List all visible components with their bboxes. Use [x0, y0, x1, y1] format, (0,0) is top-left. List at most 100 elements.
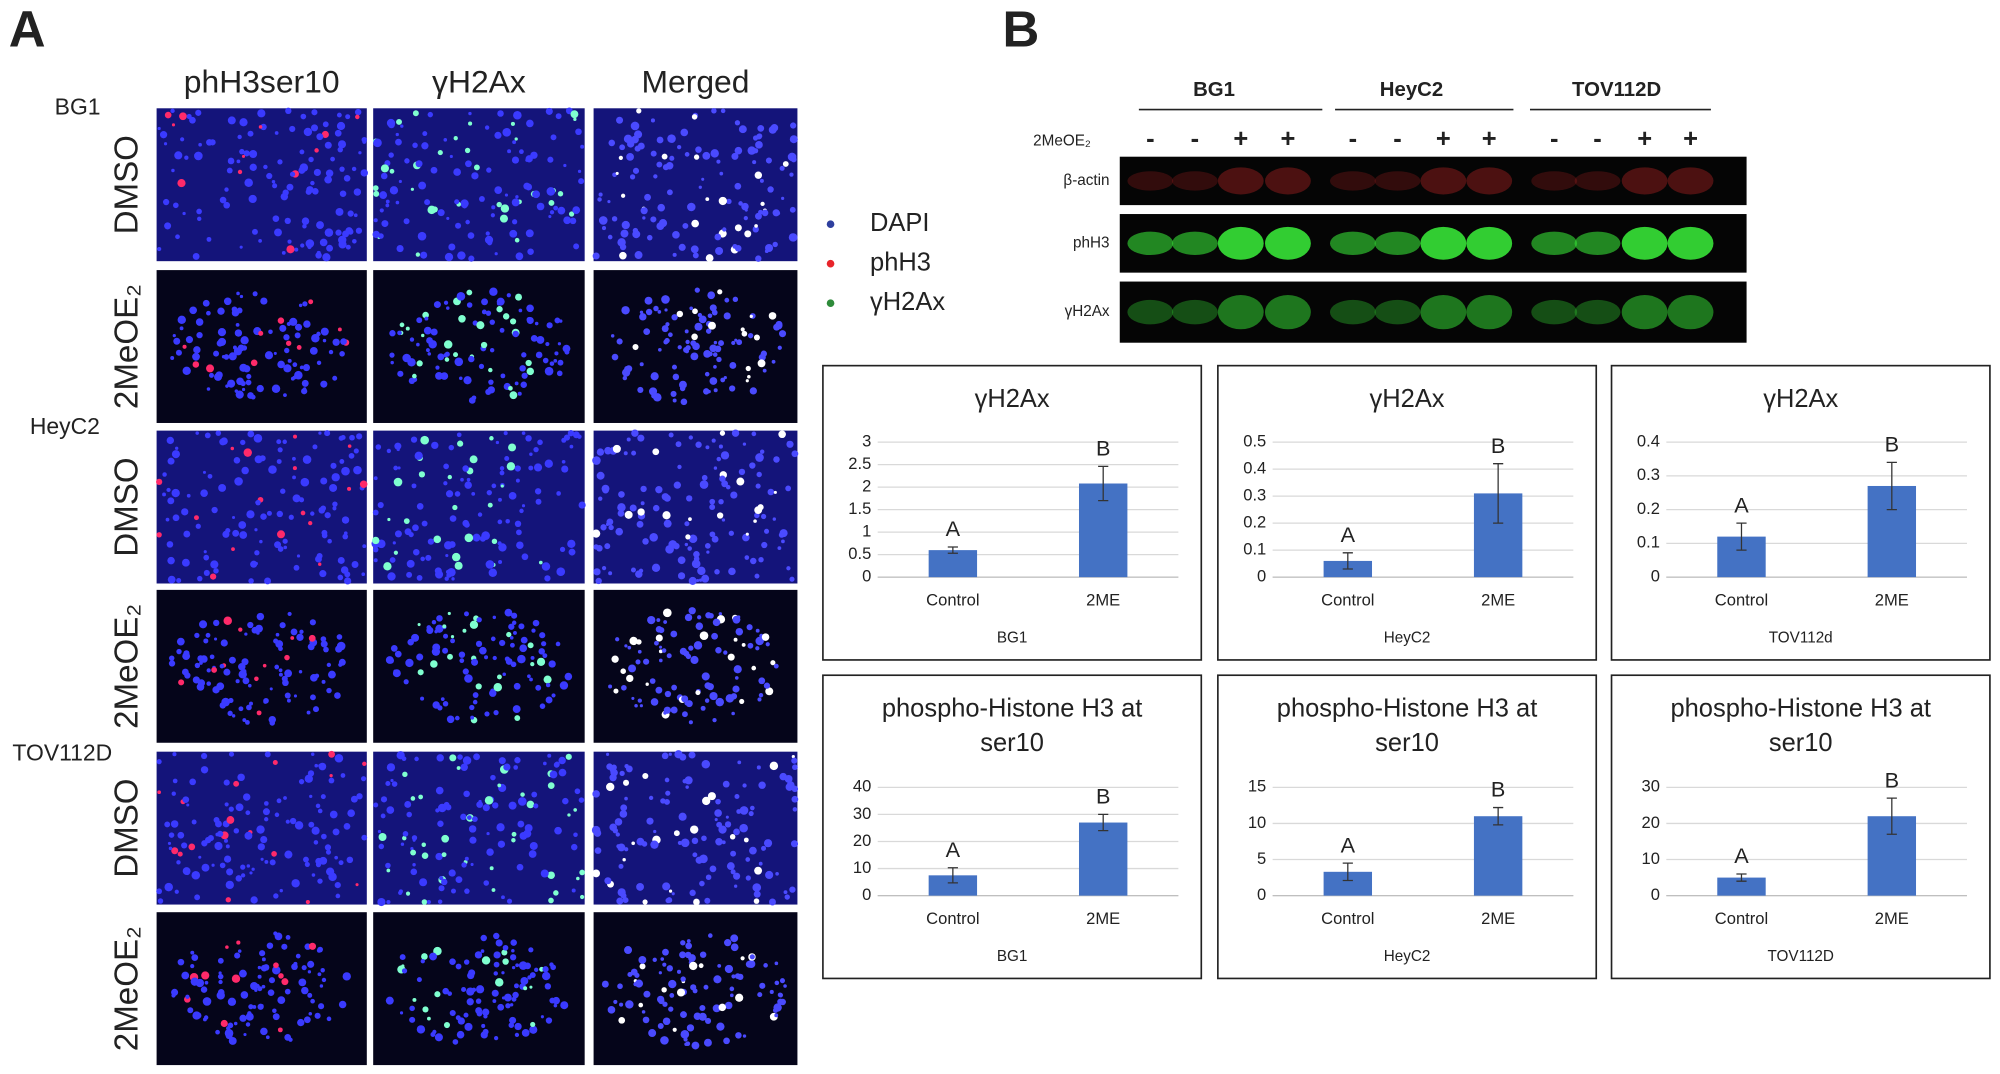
cell: [718, 1003, 727, 1012]
lane-sign: -: [1349, 125, 1357, 153]
cell: [263, 801, 269, 806]
cell: [734, 884, 738, 888]
cell: [243, 1032, 247, 1037]
band: [1329, 231, 1376, 256]
cell: [573, 832, 578, 838]
cell: [215, 1029, 220, 1035]
cell: [670, 706, 678, 714]
cell: [344, 571, 351, 578]
cell: [189, 116, 196, 124]
cell: [789, 576, 795, 582]
cell: [214, 372, 223, 381]
cell: [318, 506, 326, 514]
cell: [458, 651, 466, 658]
cell: [446, 715, 455, 724]
cell: [688, 645, 694, 651]
cell: [642, 538, 649, 545]
cell: [431, 441, 439, 450]
cell: [533, 463, 543, 472]
cell: [167, 457, 175, 465]
cell: [393, 550, 399, 555]
x-tick-label: Control: [926, 591, 979, 610]
cell: [302, 301, 308, 307]
cell: [734, 245, 742, 252]
x-tick-label: 2ME: [1086, 591, 1120, 610]
cell: [174, 889, 179, 894]
cell: [689, 961, 698, 971]
cell: [538, 560, 543, 565]
cell: [381, 220, 389, 228]
cell: [162, 472, 167, 477]
cell: [542, 966, 549, 973]
cell: [573, 243, 580, 250]
cell: [457, 754, 463, 760]
cell: [510, 939, 517, 946]
cell: [763, 963, 768, 968]
cell: [741, 202, 749, 211]
cell: [747, 959, 756, 969]
cell: [396, 118, 403, 125]
cell: [514, 137, 518, 141]
cell: [614, 818, 623, 826]
cell: [634, 145, 641, 152]
cell: [424, 316, 429, 321]
cell: [272, 183, 278, 189]
cell: [704, 897, 711, 904]
cell: [619, 810, 628, 818]
cell: [728, 567, 736, 576]
cell: [604, 543, 611, 550]
cell: [758, 556, 764, 563]
cell: [456, 292, 466, 301]
cell: [373, 218, 378, 223]
cell: [422, 131, 428, 137]
cell: [200, 986, 208, 993]
cell: [488, 379, 494, 385]
cell: [483, 1014, 488, 1019]
column-header: Merged: [642, 63, 750, 99]
cell: [462, 756, 472, 765]
cell: [765, 642, 770, 647]
error-bar: [1342, 862, 1353, 882]
cell: [511, 198, 520, 207]
cell: [293, 564, 300, 571]
cell: [692, 308, 698, 315]
cell: [690, 340, 697, 347]
cell: [203, 569, 210, 576]
cell: [385, 199, 390, 204]
cell: [443, 541, 453, 550]
cell: [156, 888, 163, 895]
cell: [657, 310, 662, 314]
cell: [539, 703, 546, 709]
cell: [673, 542, 680, 550]
cell: [728, 530, 734, 536]
cell: [684, 521, 690, 527]
cell: [512, 219, 518, 225]
cell: [648, 795, 654, 801]
lane-sign: +: [1683, 125, 1698, 153]
cell: [692, 852, 698, 858]
cell: [521, 553, 529, 561]
cell: [464, 533, 474, 543]
cell: [251, 867, 255, 871]
cell: [734, 182, 742, 190]
cell: [489, 689, 497, 697]
cell: [680, 838, 690, 848]
cell: [193, 515, 199, 521]
cell: [495, 440, 500, 445]
cell: [241, 154, 246, 158]
cell: [469, 836, 477, 844]
cell: [698, 185, 702, 189]
cell: [712, 717, 717, 723]
cell: [311, 873, 316, 877]
cell: [769, 761, 779, 771]
cell: [508, 385, 513, 391]
cell: [475, 640, 483, 648]
cell: [745, 857, 751, 862]
cell: [509, 635, 514, 640]
cell: [547, 782, 555, 789]
cell: [334, 692, 341, 699]
x-tick-label: 2ME: [1481, 909, 1515, 928]
cell: [786, 441, 791, 445]
cell: [247, 130, 254, 137]
